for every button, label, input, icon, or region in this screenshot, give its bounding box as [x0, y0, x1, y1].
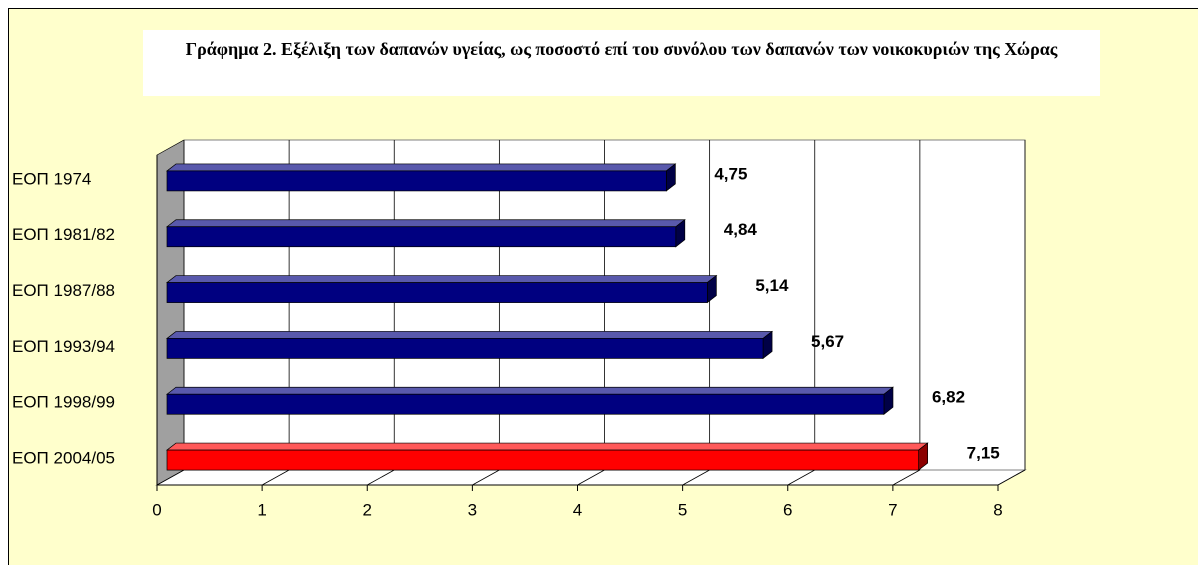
x-tick-label: 1	[257, 500, 266, 519]
side-wall	[156, 139, 185, 486]
data-label: 5,67	[811, 332, 844, 351]
x-tick-label: 7	[888, 500, 897, 519]
y-tick-label: ΕΟΠ 1993/94	[12, 337, 115, 356]
y-tick-label: ΕΟΠ 1974	[12, 169, 91, 188]
data-label: 4,84	[724, 220, 758, 239]
floor-grid-line	[997, 469, 1026, 486]
bar	[166, 393, 885, 415]
data-label: 5,14	[755, 276, 789, 295]
floor-grid-line	[787, 469, 815, 486]
bar-top	[165, 442, 929, 451]
floor-grid-line	[261, 469, 290, 486]
data-label: 7,15	[967, 444, 1000, 463]
bar-top	[165, 275, 718, 283]
bar	[166, 338, 764, 359]
floor-grid-line	[682, 469, 710, 486]
x-tick-label: 3	[468, 500, 477, 519]
y-tick-label: ΕΟΠ 1998/99	[12, 393, 115, 412]
bar	[166, 170, 667, 192]
bar	[166, 226, 677, 248]
bar-top	[165, 163, 677, 172]
y-tick-label: ΕΟΠ 2004/05	[12, 449, 115, 468]
floor-grid-line	[892, 469, 921, 486]
y-tick-label: ΕΟΠ 1987/88	[12, 281, 115, 300]
floor-grid-line	[472, 469, 500, 486]
x-tick-label: 4	[573, 500, 582, 519]
x-tick-label: 5	[678, 500, 687, 519]
bar-top	[165, 386, 894, 395]
x-tick-label: 8	[993, 500, 1002, 519]
floor-grid-line	[156, 469, 185, 486]
x-tick-label: 0	[152, 500, 161, 519]
y-tick-label: ΕΟΠ 1981/82	[12, 225, 115, 244]
x-tick-label: 2	[363, 500, 372, 519]
chart-title: Γράφημα 2. Εξέλιξη των δαπανών υγείας, ω…	[143, 30, 1100, 96]
bar	[166, 282, 708, 303]
data-label: 6,82	[932, 388, 965, 407]
floor-grid-line	[367, 469, 395, 486]
floor-grid-line	[577, 469, 605, 486]
data-label: 4,75	[714, 164, 747, 183]
bar-top	[165, 331, 774, 339]
bar	[166, 449, 919, 471]
bar-top	[165, 219, 686, 228]
x-tick-label: 6	[783, 500, 792, 519]
